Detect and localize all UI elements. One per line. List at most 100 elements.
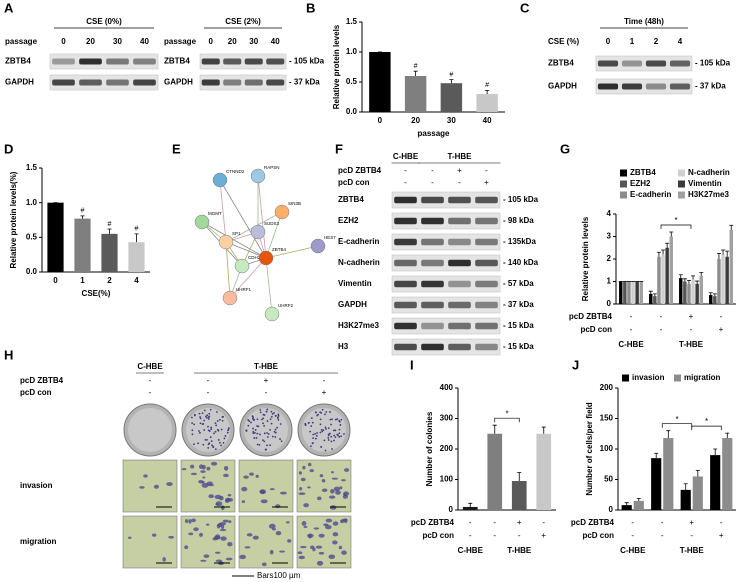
cell [168, 535, 175, 539]
colony [277, 414, 280, 417]
row-label: GAPDH [338, 300, 367, 309]
cell [344, 468, 350, 473]
y-tick-label: 4 [607, 209, 612, 218]
error-bar [107, 228, 112, 234]
colony [255, 437, 258, 439]
bar [639, 281, 643, 304]
row-label: GAPDH [164, 78, 193, 87]
colony [193, 423, 196, 426]
colony [212, 445, 215, 448]
colony [325, 428, 327, 430]
lane-label: 30 [249, 37, 258, 46]
colony [204, 415, 207, 418]
lane-label: 20 [228, 37, 237, 46]
cell [287, 539, 292, 543]
blot-band [448, 238, 471, 246]
colony [256, 425, 258, 427]
node-label: UHRF1 [236, 287, 251, 292]
row-label: ZBTB4 [164, 57, 190, 66]
value-annotation: # [135, 226, 139, 233]
cell [225, 557, 233, 561]
panel-label: B [306, 0, 315, 15]
condition-sign: - [660, 312, 663, 321]
colony [324, 449, 327, 452]
scale-label: Bars100 µm [257, 571, 301, 580]
bar [623, 281, 627, 304]
blot-band [244, 58, 263, 65]
error-bar [669, 231, 674, 237]
colony [210, 440, 213, 443]
colony [315, 437, 317, 440]
cell [191, 518, 196, 523]
cell [269, 549, 274, 555]
colony [226, 431, 229, 434]
y-tick-label: 3 [607, 232, 612, 241]
colony [193, 414, 196, 417]
colony [269, 444, 272, 447]
condition-sign: + [457, 166, 462, 175]
bar [536, 433, 552, 510]
condition-sign: - [661, 518, 664, 527]
cell [330, 471, 334, 474]
colony [198, 412, 201, 415]
blot-title: CSE (2%) [225, 17, 261, 26]
x-tick-label: 4 [134, 276, 139, 285]
value-annotation: # [485, 82, 489, 89]
significance-bracket [494, 417, 520, 423]
cell [198, 464, 204, 469]
blot-band [475, 343, 498, 351]
value-annotation: # [81, 208, 85, 215]
blot-band [266, 79, 285, 86]
colony [252, 432, 255, 435]
condition-sign: - [458, 178, 461, 187]
colony [209, 408, 212, 411]
condition-label: pcD con [580, 325, 612, 334]
x-tick-label: 20 [411, 116, 420, 125]
bar [695, 283, 699, 304]
legend-swatch [620, 180, 627, 188]
colony [331, 418, 333, 421]
blot-band [421, 280, 444, 288]
colony [261, 439, 264, 442]
row-label: H3K27me3 [338, 321, 379, 330]
lane-header: CSE (%) [548, 37, 579, 46]
cell [300, 477, 306, 482]
colony [217, 439, 220, 441]
condition-sign: + [719, 325, 724, 334]
y-tick-label: 100 [440, 475, 454, 484]
cell [279, 491, 287, 495]
colony [191, 422, 194, 424]
colony [274, 414, 277, 417]
colony [330, 440, 333, 443]
blot-band [421, 259, 444, 267]
colony [322, 429, 325, 432]
network-edge [201, 221, 267, 259]
network-node [250, 224, 266, 240]
colony [316, 414, 319, 417]
cell [300, 545, 307, 549]
colony [224, 435, 227, 437]
colony [277, 413, 280, 416]
colony [198, 430, 200, 432]
network-node [258, 250, 274, 266]
error-bar [712, 293, 717, 297]
colony [276, 417, 279, 419]
group-label: T-HBE [679, 340, 704, 349]
panel-label: H [4, 347, 13, 362]
colony [266, 444, 268, 447]
cell [220, 536, 227, 541]
cell [239, 554, 247, 560]
cell [325, 518, 333, 523]
bar [619, 281, 623, 304]
blot-band [52, 79, 75, 86]
error-bar [652, 293, 657, 297]
colony [252, 427, 254, 430]
error-bar [648, 290, 653, 294]
network-edge [229, 257, 267, 299]
x-tick-label: 2 [107, 276, 112, 285]
blot-band [448, 259, 471, 267]
condition-sign: - [485, 166, 488, 175]
size-marker: - 37 kDa [289, 78, 320, 87]
colony [211, 444, 213, 447]
blot-band [475, 217, 498, 225]
